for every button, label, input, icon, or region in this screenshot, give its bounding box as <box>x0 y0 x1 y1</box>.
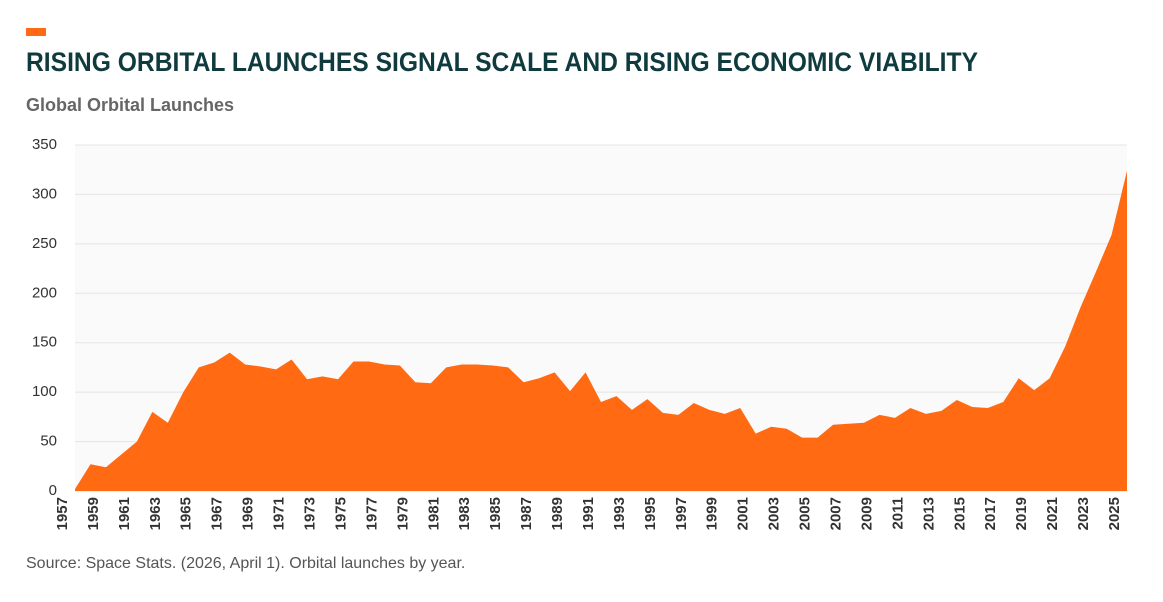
x-tick-label: 1987 <box>518 497 535 530</box>
x-tick-label: 1999 <box>704 497 721 530</box>
source: Source: Space Stats. (2026, April 1). Or… <box>26 555 465 572</box>
x-tick-label: 1979 <box>394 497 411 530</box>
chart-title: RISING ORBITAL LAUNCHES SIGNAL SCALE AND… <box>26 47 978 77</box>
x-tick-label: 1975 <box>332 497 349 530</box>
x-tick-label: 1971 <box>271 497 288 530</box>
chart-subtitle: Global Orbital Launches <box>26 95 234 115</box>
x-tick-label: 2001 <box>735 497 752 530</box>
x-tick-label: 1993 <box>611 497 628 530</box>
y-tick-label: 0 <box>49 482 57 499</box>
x-tick-label: 2023 <box>1075 497 1092 530</box>
x-tick-label: 2021 <box>1044 497 1061 530</box>
y-tick-label: 300 <box>32 185 57 202</box>
x-tick-label: 2005 <box>797 497 814 530</box>
x-tick-label: 1985 <box>487 497 504 530</box>
y-tick-label: 50 <box>40 433 57 450</box>
x-tick-label: 1977 <box>363 497 380 530</box>
x-tick-label: 1969 <box>240 497 257 530</box>
x-tick-label: 2007 <box>827 497 844 530</box>
x-tick-label: 2017 <box>982 497 999 530</box>
y-tick-label: 250 <box>32 235 57 252</box>
x-tick-label: 1957 <box>54 497 71 530</box>
x-tick-label: 2025 <box>1106 497 1123 530</box>
x-tick-label: 1991 <box>580 497 597 530</box>
x-tick-label: 1989 <box>549 497 566 530</box>
x-tick-label: 1973 <box>301 497 318 530</box>
y-tick-label: 100 <box>32 383 57 400</box>
x-tick-label: 1961 <box>116 497 133 530</box>
area <box>75 170 1127 491</box>
y-tick-label: 150 <box>32 334 57 351</box>
x-tick-label: 2015 <box>951 497 968 530</box>
accent <box>26 28 46 36</box>
x-tick-label: 2013 <box>920 497 937 530</box>
x-tick-label: 1967 <box>209 497 226 530</box>
x-tick-label: 1997 <box>673 497 690 530</box>
x-tick-label: 1965 <box>178 497 195 530</box>
x-tick-label: 2011 <box>889 497 906 530</box>
y-tick-label: 350 <box>32 136 57 153</box>
x-tick-label: 1959 <box>85 497 102 530</box>
x-tick-label: 1983 <box>456 497 473 530</box>
x-tick-label: 2009 <box>858 497 875 530</box>
y-tick-label: 200 <box>32 284 57 301</box>
x-tick-label: 1963 <box>147 497 164 530</box>
x-tick-label: 1981 <box>425 497 442 530</box>
x-tick-label: 2019 <box>1013 497 1030 530</box>
x-tick-label: 2003 <box>766 497 783 530</box>
x-tick-label: 1995 <box>642 497 659 530</box>
